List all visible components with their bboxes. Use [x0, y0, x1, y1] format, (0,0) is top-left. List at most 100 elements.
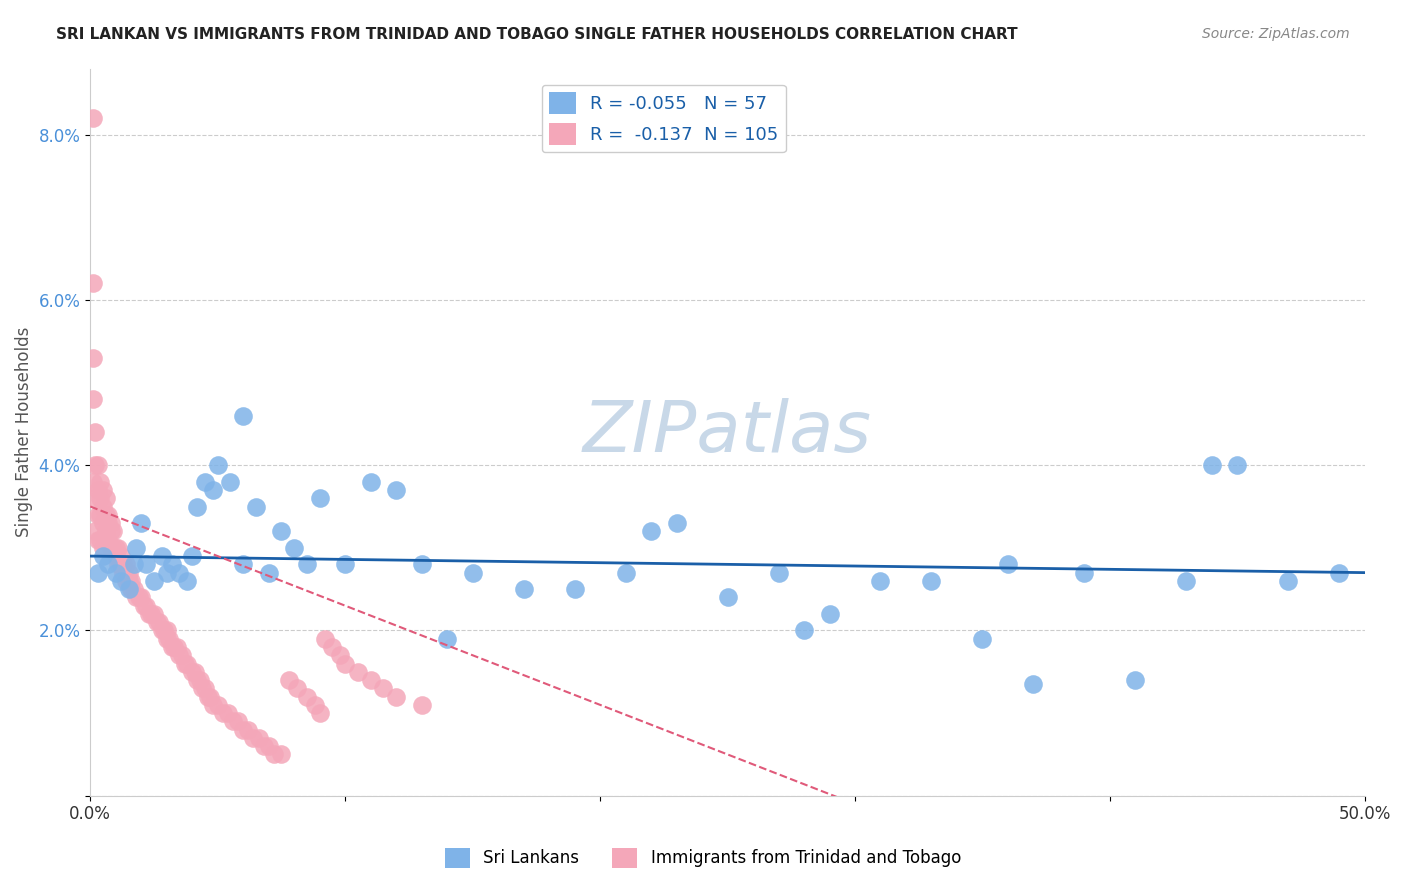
Point: [103, 541, 125, 555]
Point: [169, 648, 191, 663]
Point: [87, 533, 110, 547]
Point: [87, 458, 110, 473]
Point: [295, 690, 318, 704]
Point: [110, 558, 132, 572]
Point: [89, 475, 111, 489]
Point: [117, 574, 139, 588]
Point: [87, 566, 110, 580]
Point: [103, 524, 125, 539]
Point: [145, 615, 167, 630]
Point: [169, 566, 191, 580]
Point: [125, 591, 148, 605]
Point: [156, 624, 179, 638]
Point: [665, 516, 688, 530]
Point: [91, 541, 114, 555]
Point: [314, 632, 336, 646]
Point: [512, 582, 534, 596]
Point: [104, 549, 127, 563]
Point: [347, 665, 370, 679]
Point: [278, 673, 301, 687]
Point: [385, 690, 408, 704]
Point: [222, 714, 245, 729]
Point: [104, 566, 127, 580]
Point: [329, 648, 352, 663]
Point: [91, 549, 114, 563]
Point: [972, 632, 994, 646]
Point: [181, 665, 204, 679]
Point: [94, 491, 117, 506]
Point: [87, 483, 110, 497]
Point: [640, 524, 662, 539]
Point: [238, 723, 260, 737]
Point: [211, 706, 233, 720]
Point: [176, 657, 198, 671]
Point: [186, 500, 208, 514]
Point: [110, 549, 132, 563]
Point: [198, 690, 221, 704]
Point: [1277, 574, 1299, 588]
Point: [156, 566, 179, 580]
Point: [360, 475, 382, 489]
Point: [122, 582, 145, 596]
Point: [270, 747, 292, 762]
Point: [232, 409, 254, 423]
Point: [150, 549, 173, 563]
Point: [818, 607, 841, 621]
Point: [115, 558, 138, 572]
Point: [153, 624, 176, 638]
Point: [257, 566, 280, 580]
Point: [84, 491, 107, 506]
Point: [170, 648, 193, 663]
Point: [1125, 673, 1147, 687]
Point: [112, 566, 135, 580]
Point: [97, 533, 120, 547]
Point: [360, 673, 382, 687]
Point: [217, 706, 239, 720]
Point: [148, 615, 170, 630]
Point: [125, 541, 148, 555]
Point: [263, 747, 285, 762]
Point: [295, 558, 318, 572]
Point: [564, 582, 586, 596]
Point: [84, 458, 107, 473]
Text: Source: ZipAtlas.com: Source: ZipAtlas.com: [1202, 27, 1350, 41]
Point: [869, 574, 891, 588]
Point: [247, 731, 270, 745]
Point: [308, 491, 330, 506]
Point: [1329, 566, 1351, 580]
Point: [129, 516, 152, 530]
Point: [194, 475, 217, 489]
Point: [135, 599, 157, 613]
Point: [207, 458, 229, 473]
Point: [219, 475, 242, 489]
Point: [304, 698, 326, 712]
Point: [100, 516, 122, 530]
Point: [191, 681, 214, 696]
Point: [97, 516, 120, 530]
Point: [128, 591, 150, 605]
Point: [112, 558, 135, 572]
Point: [461, 566, 484, 580]
Point: [436, 632, 458, 646]
Point: [84, 524, 107, 539]
Point: [232, 723, 254, 737]
Point: [160, 558, 183, 572]
Point: [107, 541, 129, 555]
Point: [82, 111, 104, 125]
Point: [181, 549, 204, 563]
Point: [107, 558, 129, 572]
Point: [335, 558, 357, 572]
Point: [252, 739, 274, 754]
Point: [122, 558, 145, 572]
Point: [117, 582, 139, 596]
Point: [91, 483, 114, 497]
Point: [411, 698, 433, 712]
Point: [283, 541, 305, 555]
Point: [100, 541, 122, 555]
Text: SRI LANKAN VS IMMIGRANTS FROM TRINIDAD AND TOBAGO SINGLE FATHER HOUSEHOLDS CORRE: SRI LANKAN VS IMMIGRANTS FROM TRINIDAD A…: [56, 27, 1018, 42]
Point: [138, 607, 160, 621]
Point: [104, 541, 127, 555]
Point: [186, 673, 208, 687]
Point: [176, 574, 198, 588]
Point: [84, 425, 107, 439]
